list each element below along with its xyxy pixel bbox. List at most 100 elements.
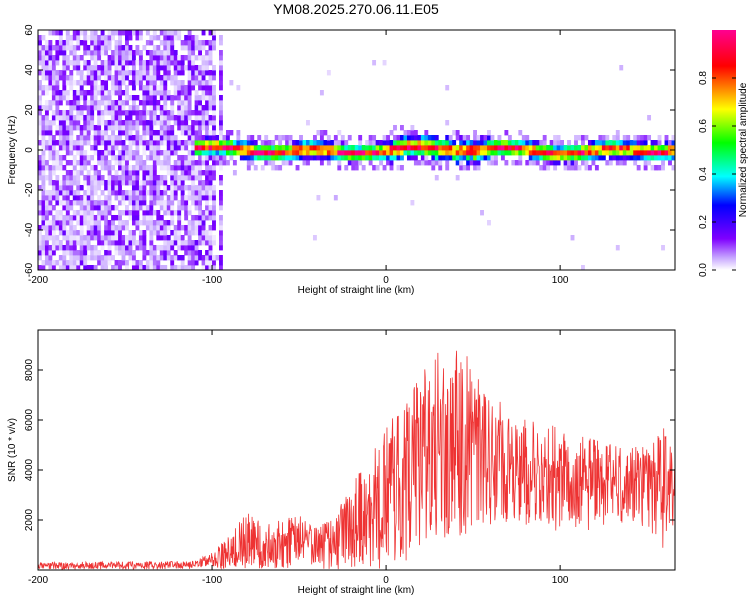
- spectrogram-cell: [184, 40, 189, 46]
- spectrogram-cell: [104, 145, 109, 151]
- spectrogram-cell: [212, 165, 216, 171]
- spectrogram-cell: [344, 150, 349, 156]
- spectrogram-cell: [615, 140, 620, 146]
- spectrogram-cell: [93, 100, 98, 106]
- spectrogram-cell: [166, 115, 171, 121]
- spectrogram-cell: [51, 230, 56, 236]
- spectrogram-cell: [476, 140, 481, 146]
- spectrogram-cell: [152, 265, 157, 271]
- spectrogram-cell: [591, 145, 596, 151]
- spectrogram-cell: [379, 150, 384, 156]
- spectrogram-cell: [86, 170, 91, 176]
- spectrogram-cell: [128, 55, 133, 61]
- spectrogram-cell: [187, 75, 192, 81]
- spectrogram-cell: [191, 125, 196, 131]
- spectrogram-cell: [400, 135, 404, 141]
- spectrogram-cell: [72, 250, 77, 256]
- spectrogram-cell: [65, 40, 70, 46]
- spectrogram-cell: [100, 110, 105, 116]
- spectrogram-cell: [424, 150, 429, 156]
- spectrogram-cell: [170, 185, 175, 191]
- spectrogram-cell: [79, 235, 84, 241]
- spectrogram-cell: [271, 155, 276, 161]
- spectrogram-cell: [135, 140, 140, 146]
- spectrogram-cell: [208, 210, 213, 216]
- spectrogram-cell: [62, 140, 67, 146]
- spectrogram-cell: [417, 145, 422, 151]
- spectrogram-cell: [38, 80, 42, 86]
- spectrogram-cell: [184, 240, 189, 246]
- spectrogram-cell: [142, 130, 147, 136]
- spectrogram-cell: [38, 125, 42, 131]
- spectrogram-cell: [38, 50, 42, 56]
- spectrogram-cell: [44, 75, 49, 81]
- spectrogram-cell: [86, 195, 91, 201]
- spectrogram-cell: [671, 155, 676, 161]
- spectrogram-cell: [156, 65, 161, 71]
- spectrogram-cell: [177, 230, 182, 236]
- spectrogram-cell: [400, 155, 404, 161]
- spectrogram-cell: [187, 235, 192, 241]
- spectrogram-cell: [473, 130, 477, 136]
- spectrogram-cell: [76, 100, 81, 106]
- spectrogram-cell: [581, 145, 585, 151]
- spectrogram-cell: [208, 145, 213, 151]
- spectrogram-cell: [194, 255, 199, 261]
- top-ytick-label: 40: [24, 64, 35, 76]
- spectrogram-cell: [111, 90, 115, 96]
- spectrogram-cell: [121, 60, 126, 66]
- spectrogram-cell: [208, 30, 213, 36]
- spectrogram-cell: [104, 250, 109, 256]
- spectrogram-cell: [243, 150, 248, 156]
- spectrogram-cell: [198, 80, 202, 86]
- spectrogram-cell: [180, 105, 185, 111]
- spectrogram-cell: [152, 120, 157, 126]
- spectrogram-cell: [125, 195, 129, 201]
- top-xtick-label: -100: [202, 275, 222, 286]
- spectrogram-cell: [72, 210, 77, 216]
- spectrogram-cell: [661, 145, 665, 151]
- spectrogram-cell: [83, 40, 88, 46]
- spectrogram-cell: [76, 160, 81, 166]
- spectrogram-cell: [219, 155, 223, 161]
- spectrogram-cell: [441, 145, 446, 151]
- spectrogram-cell: [546, 165, 551, 171]
- spectrogram-cell: [473, 145, 477, 151]
- spectrogram-cell: [201, 85, 206, 91]
- spectrogram-cell: [107, 75, 112, 81]
- spectrogram-cell: [128, 135, 133, 141]
- spectrogram-cell: [51, 115, 56, 121]
- spectrogram-cell: [100, 90, 105, 96]
- spectrogram-cell: [86, 65, 91, 71]
- spectrogram-cell: [38, 60, 42, 66]
- spectrogram-cell: [219, 100, 223, 106]
- spectrogram-cell: [100, 150, 105, 156]
- spectrogram-cell: [219, 145, 223, 151]
- spectrogram-cell: [79, 240, 84, 246]
- spectrogram-cell: [51, 80, 56, 86]
- spectrogram-cell: [194, 35, 199, 41]
- spectrogram-cell: [184, 100, 189, 106]
- spectrogram-cell: [365, 150, 370, 156]
- spectrogram-cell: [615, 155, 620, 161]
- spectrogram-cell: [131, 140, 136, 146]
- spectrogram-cell: [41, 245, 46, 251]
- spectrogram-cell: [97, 130, 102, 136]
- spectrogram-cell: [131, 180, 136, 186]
- spectrogram-cell: [173, 255, 178, 261]
- spectrogram-cell: [288, 155, 293, 161]
- spectrogram-cell: [104, 185, 109, 191]
- spectrogram-cell: [41, 50, 46, 56]
- spectrogram-cell: [194, 90, 199, 96]
- spectrogram-cell: [145, 90, 150, 96]
- spectrogram-cell: [219, 225, 223, 231]
- spectrogram-cell: [295, 140, 300, 146]
- spectrogram-cell: [191, 195, 196, 201]
- spectrogram-cell: [97, 35, 102, 41]
- spectrogram-cell: [180, 260, 185, 266]
- spectrogram-cell: [163, 125, 168, 131]
- spectrogram-cell: [55, 150, 60, 156]
- spectrogram-cell: [58, 115, 63, 121]
- spectrogram-cell: [622, 160, 627, 166]
- spectrogram-cell: [166, 130, 171, 136]
